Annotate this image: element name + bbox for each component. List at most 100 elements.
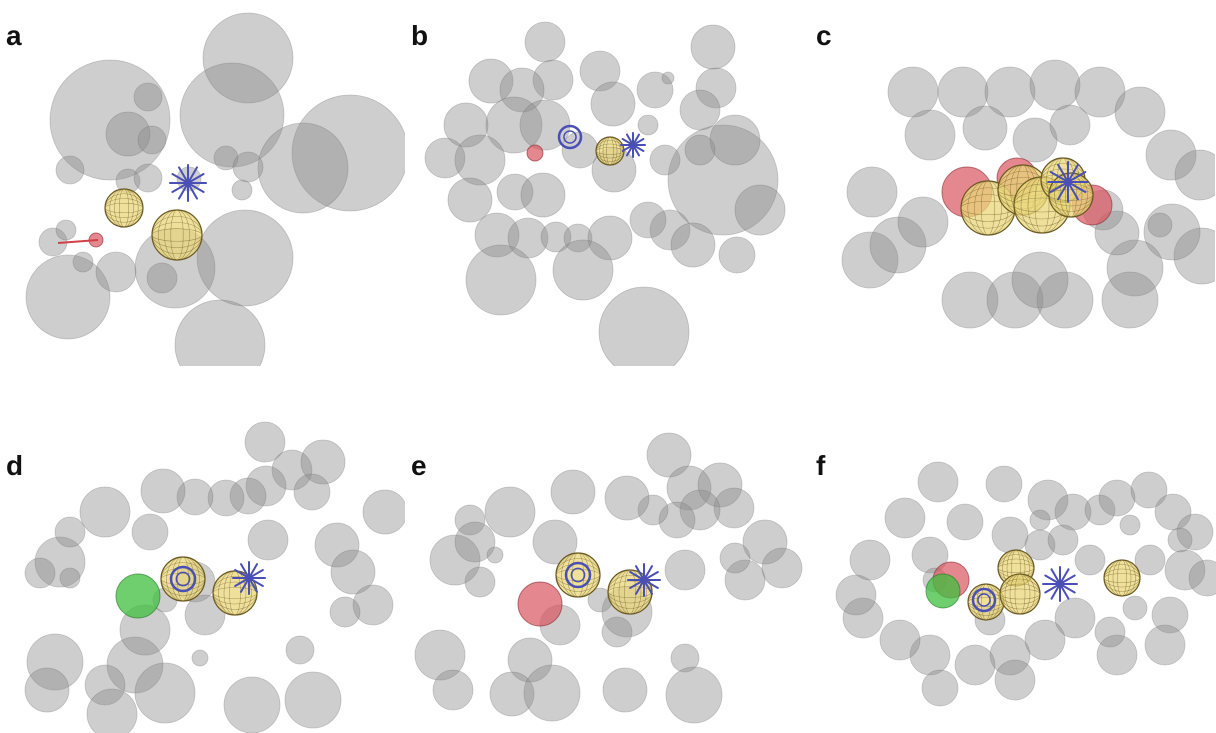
panel-c: c: [810, 0, 1215, 366]
grey-sphere: [1176, 513, 1214, 551]
grey-sphere: [424, 137, 466, 179]
grey-sphere: [637, 114, 659, 136]
grey-sphere: [658, 501, 696, 539]
yellow-mesh-sphere: [555, 552, 601, 598]
sphere-diagram-b: [424, 21, 786, 366]
grey-sphere: [414, 629, 466, 681]
yellow-mesh-sphere: [1048, 172, 1094, 218]
grey-sphere: [447, 177, 493, 223]
grey-sphere: [552, 239, 614, 301]
yellow-mesh-sphere: [595, 136, 625, 166]
panel-label-e: e: [411, 450, 427, 481]
panel-f: f: [810, 366, 1216, 732]
grey-sphere: [54, 516, 86, 548]
grey-sphere: [362, 489, 405, 535]
grey-sphere: [690, 24, 736, 70]
grey-sphere: [133, 82, 163, 112]
grey-sphere: [846, 166, 898, 218]
grey-sphere: [140, 468, 186, 514]
grey-sphere: [649, 209, 691, 251]
grey-sphere: [223, 676, 281, 733]
grey-sphere: [695, 67, 737, 109]
grey-sphere: [291, 94, 405, 212]
grey-sphere: [507, 637, 553, 683]
grey-sphere: [105, 111, 151, 157]
grey-sphere: [106, 636, 164, 694]
grey-sphere: [646, 432, 692, 478]
grey-sphere: [1119, 514, 1141, 536]
grey-sphere: [679, 89, 721, 131]
blue-star-marker-icon: [1047, 161, 1089, 203]
grey-sphere: [55, 155, 85, 185]
grey-sphere: [629, 201, 667, 239]
grey-sphere: [670, 643, 700, 673]
grey-sphere: [1029, 59, 1081, 111]
grey-sphere: [664, 549, 706, 591]
grey-sphere: [989, 634, 1031, 676]
grey-sphere: [724, 559, 766, 601]
blue-star-marker-icon: [1042, 566, 1078, 602]
grey-sphere: [196, 209, 294, 307]
grey-sphere: [465, 244, 537, 316]
grey-sphere: [1145, 129, 1197, 181]
grey-sphere: [1134, 544, 1166, 576]
panel-label-f: f: [816, 450, 826, 481]
grey-sphere: [709, 114, 761, 166]
grey-sphere: [602, 667, 648, 713]
grey-sphere: [1164, 549, 1206, 591]
grey-sphere: [86, 688, 138, 733]
grey-sphere: [314, 522, 360, 568]
grey-sphere: [917, 461, 959, 503]
grey-sphere: [637, 494, 669, 526]
grey-sphere: [718, 236, 756, 274]
sphere-diagram-a: [25, 12, 405, 366]
grey-sphere: [887, 66, 939, 118]
grey-sphere: [986, 271, 1044, 329]
grey-sphere: [1024, 529, 1056, 561]
grey-sphere: [486, 546, 504, 564]
red-sphere: [526, 144, 544, 162]
grey-sphere: [293, 473, 331, 511]
grey-sphere: [665, 666, 723, 724]
panel-label-c: c: [816, 20, 832, 51]
panel-d: d: [0, 366, 405, 733]
grey-sphere: [1094, 210, 1140, 256]
grey-sphere: [1154, 493, 1192, 531]
grey-sphere: [897, 196, 949, 248]
grey-sphere: [34, 536, 86, 588]
grey-sphere: [842, 597, 884, 639]
panel-e: e: [405, 366, 810, 732]
grey-sphere: [1012, 117, 1058, 163]
grey-sphere: [300, 439, 346, 485]
grey-sphere: [84, 664, 126, 706]
grey-sphere: [985, 465, 1023, 503]
grey-sphere: [1074, 66, 1126, 118]
panel-label-a: a: [6, 20, 22, 51]
grey-sphere: [520, 172, 566, 218]
grey-sphere: [1122, 595, 1148, 621]
grey-sphere: [946, 503, 984, 541]
grey-sphere: [454, 504, 486, 536]
grey-sphere: [24, 557, 56, 589]
grey-sphere: [523, 664, 581, 722]
blue-star-marker-icon: [620, 132, 646, 158]
grey-sphere: [719, 542, 751, 574]
grey-sphere: [49, 59, 171, 181]
grey-sphere: [1047, 524, 1079, 556]
grey-sphere: [879, 619, 921, 661]
grey-sphere: [330, 549, 376, 595]
grey-sphere: [909, 634, 951, 676]
panel-a: a: [0, 0, 405, 366]
grey-sphere: [134, 662, 196, 724]
grey-sphere: [1101, 271, 1159, 329]
grey-sphere: [1173, 227, 1215, 285]
grey-sphere: [464, 566, 496, 598]
grey-sphere: [1054, 597, 1096, 639]
grey-sphere: [432, 669, 474, 711]
grey-sphere: [666, 465, 712, 511]
grey-sphere: [1106, 239, 1164, 297]
grey-sphere: [587, 215, 633, 261]
grey-sphere: [849, 539, 891, 581]
yellow-mesh-sphere: [104, 188, 144, 228]
panel-label-b: b: [411, 20, 429, 51]
